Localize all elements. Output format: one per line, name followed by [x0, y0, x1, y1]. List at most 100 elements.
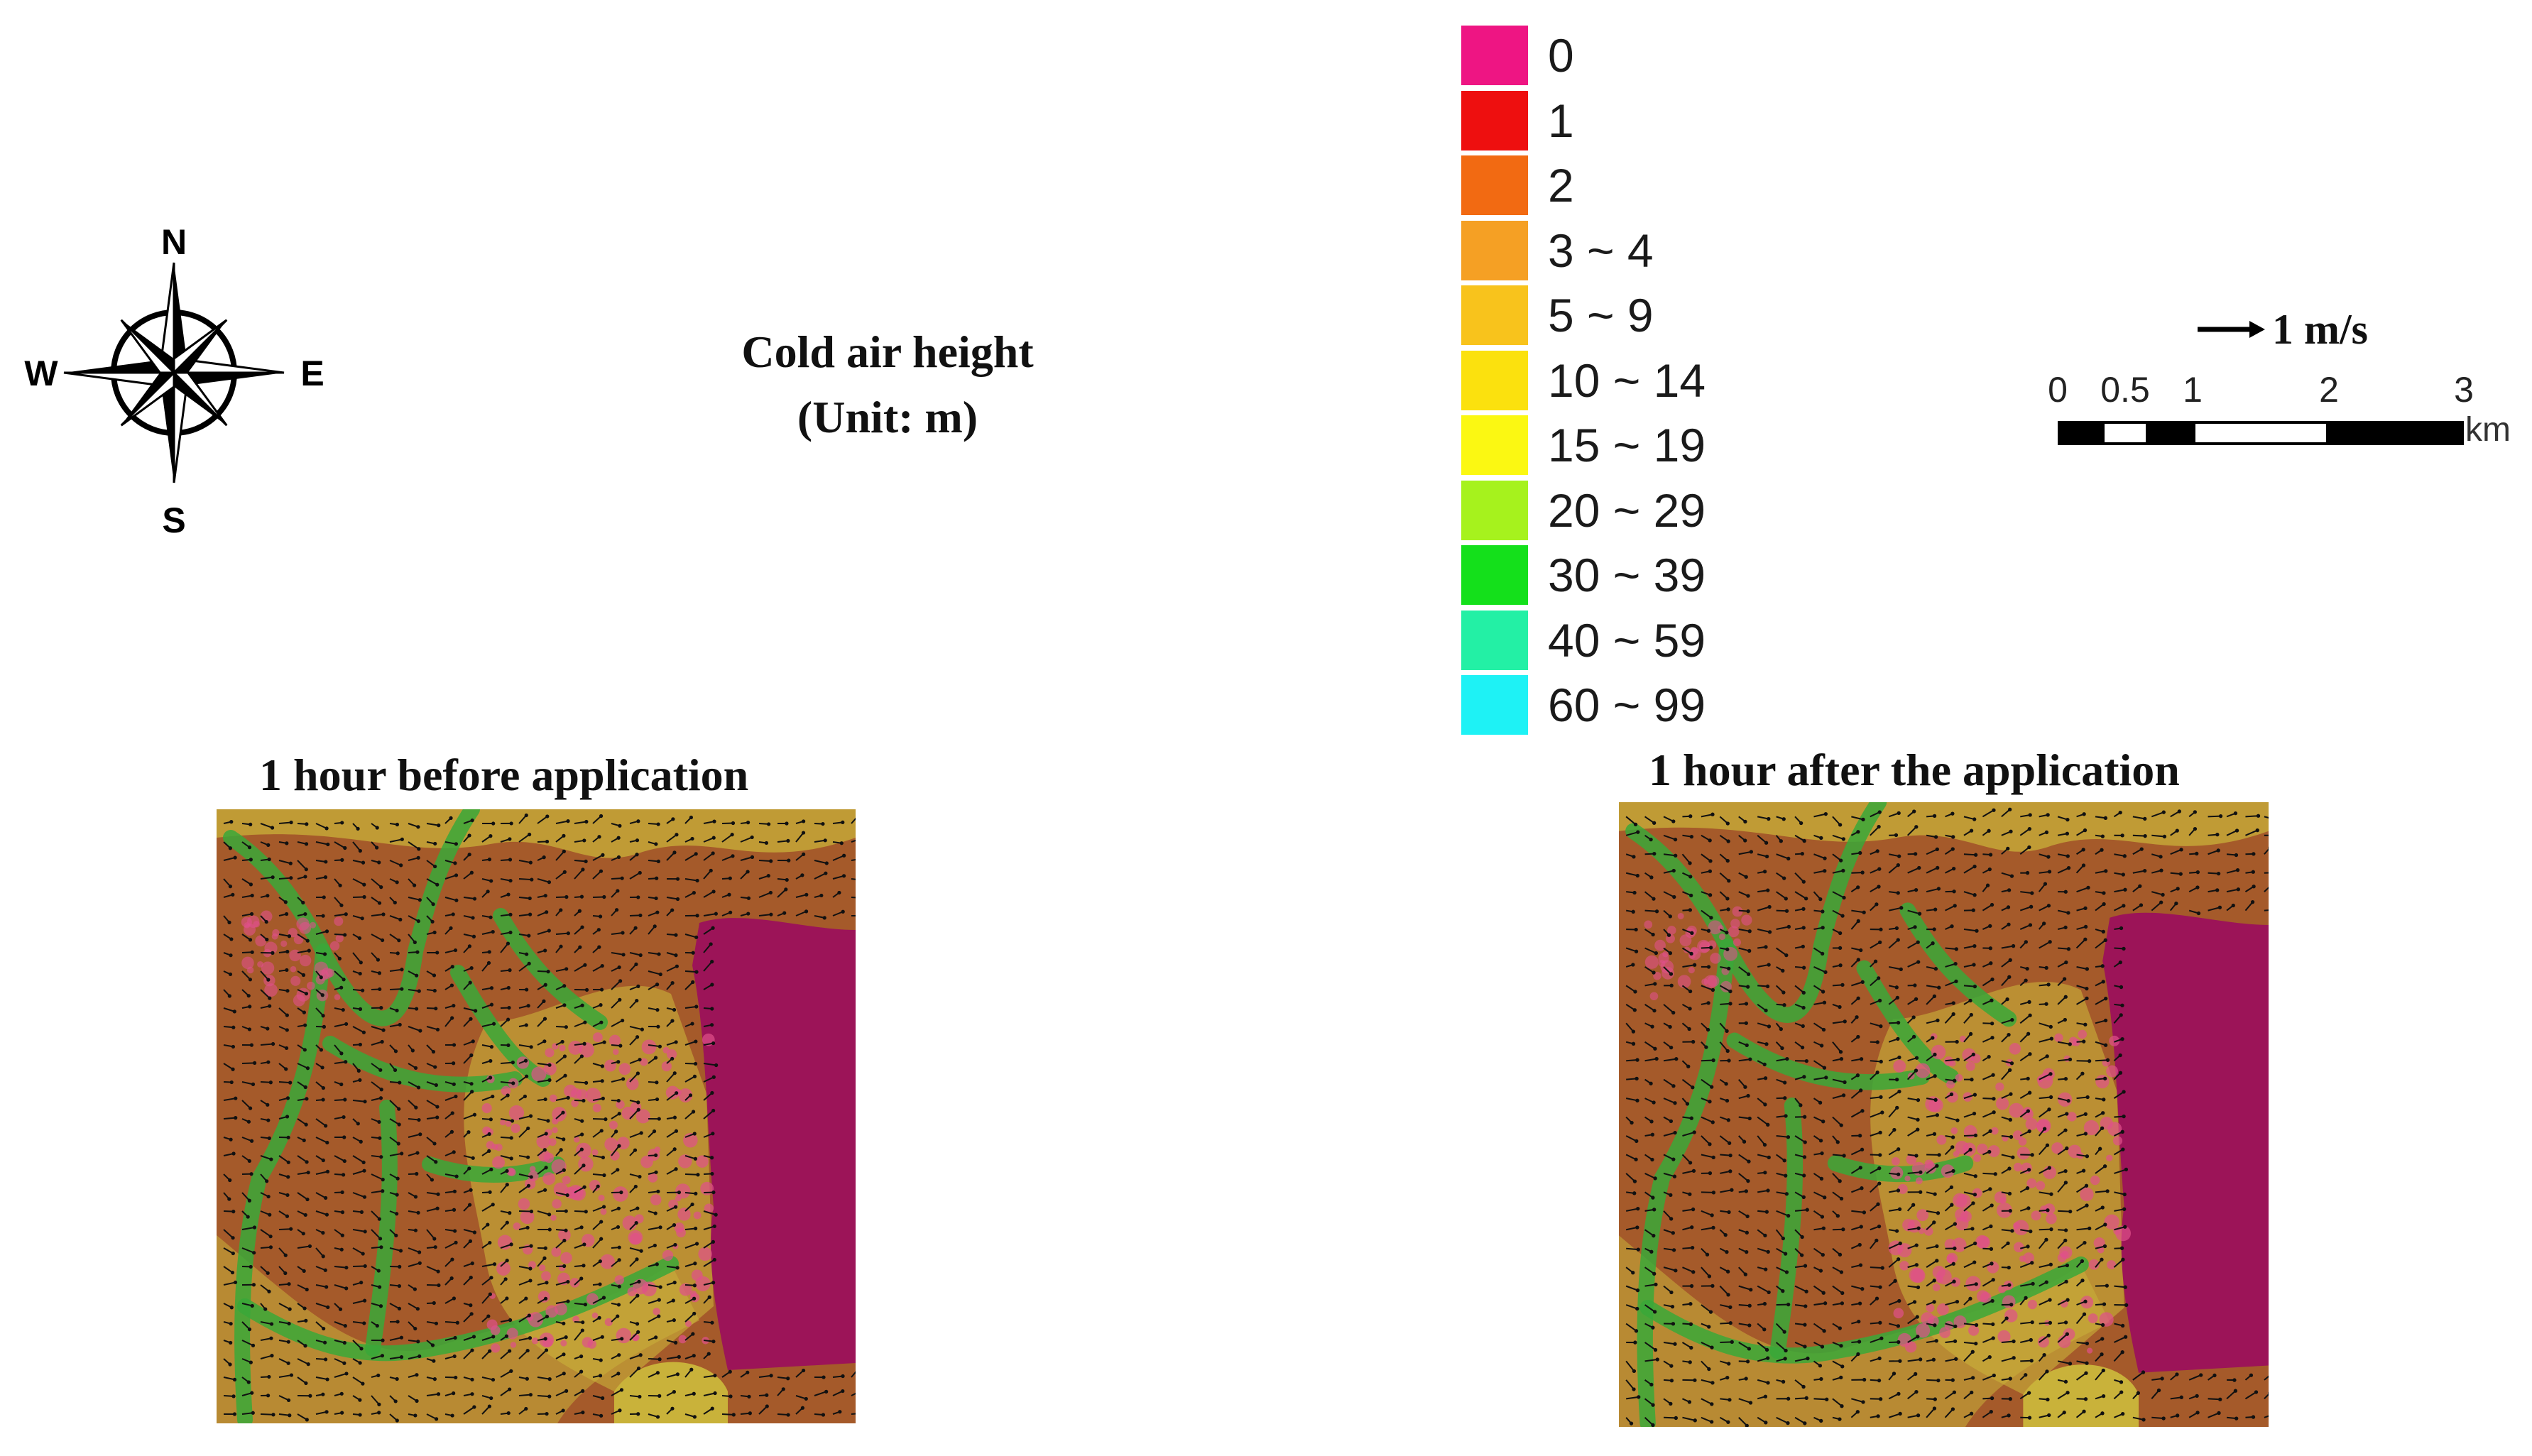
wind-vector [2039, 830, 2049, 836]
wind-vector [1701, 1266, 1712, 1279]
wind-vector [1681, 1342, 1693, 1350]
wind-vector [721, 821, 736, 826]
wind-vector [1663, 1247, 1676, 1252]
hotspot-cell [1997, 1330, 2011, 1343]
wind-vector [1682, 908, 1693, 912]
wind-vector [1644, 1022, 1654, 1029]
wind-vector [1701, 1001, 1710, 1005]
wind-vector [2039, 1072, 2053, 1080]
wind-vector [1682, 1398, 1692, 1404]
wind-vector [2114, 926, 2124, 931]
wind-vector [629, 1257, 639, 1267]
wind-vector [2264, 1391, 2269, 1400]
hotspot-cell [1999, 1197, 2007, 1204]
wind-vector [629, 819, 640, 824]
wind-vector [666, 1390, 676, 1396]
hotspot-cell [1936, 1269, 1952, 1285]
wind-vector [703, 1132, 715, 1138]
wind-vector [315, 1118, 328, 1128]
wind-vector [1813, 1342, 1825, 1349]
wind-vector [2039, 1397, 2050, 1402]
wind-vector [1926, 1339, 1938, 1343]
wind-vector [1776, 966, 1785, 973]
wind-vector [1870, 1414, 1880, 1418]
wind-vector [1926, 1259, 1939, 1269]
wind-vector [297, 934, 310, 943]
wind-vector [481, 878, 493, 883]
wind-vector [1870, 1379, 1882, 1383]
wind-vector [389, 1100, 401, 1111]
wind-vector [1701, 1116, 1715, 1124]
hotspot-cell [1915, 1063, 1931, 1078]
wind-vector [1794, 944, 1805, 949]
hotspot-cell [678, 1088, 693, 1102]
hotspot-cell [2012, 1130, 2023, 1141]
wind-vector [1926, 1323, 1937, 1328]
wind-vector [1832, 963, 1843, 968]
wind-vector [1794, 985, 1806, 995]
wind-vector [1850, 1186, 1864, 1193]
wind-vector [334, 1321, 347, 1328]
wind-vector [463, 1112, 477, 1120]
wind-vector [2057, 1146, 2069, 1156]
wind-vector [592, 1395, 605, 1401]
wind-vector [297, 875, 307, 880]
hotspot-cell [2018, 1137, 2027, 1146]
wind-vector [2170, 809, 2181, 818]
wind-vector [481, 1132, 491, 1138]
wind-vector [315, 1410, 329, 1415]
wind-vector [666, 1167, 678, 1175]
hotspot-cell [271, 933, 278, 940]
wind-vector [1776, 1172, 1788, 1178]
wind-vector [2095, 1018, 2108, 1024]
wind-vector [629, 913, 643, 918]
hotspot-cell [2112, 1136, 2123, 1146]
wind-vector [2020, 1076, 2030, 1080]
wind-vector [684, 1022, 694, 1027]
wind-vector [1757, 1356, 1770, 1362]
hotspot-cell [2013, 1162, 2023, 1172]
hotspot-cell [1946, 1252, 1958, 1264]
wind-vector [278, 876, 293, 880]
wind-vector [666, 908, 675, 916]
wind-vector [426, 988, 437, 993]
wind-vector [278, 1063, 288, 1071]
wind-vector [2226, 867, 2240, 874]
wind-vector [2113, 1257, 2125, 1268]
wind-vector [241, 1264, 253, 1269]
wind-vector [851, 1392, 856, 1396]
hotspot-cell [560, 1252, 572, 1264]
wind-vector [223, 915, 231, 924]
wind-vector [1982, 1022, 1995, 1026]
wind-vector [1813, 1173, 1824, 1181]
wind-vector [1889, 1340, 1901, 1345]
wind-vector [352, 1413, 362, 1417]
wind-vector [648, 1335, 658, 1341]
wind-vector [1794, 1022, 1805, 1029]
wind-vector [518, 1023, 528, 1027]
wind-vector [1757, 1229, 1767, 1238]
wind-vector [1982, 1261, 1994, 1269]
wind-vector [1963, 1282, 1978, 1287]
wind-vector [1944, 847, 1955, 855]
compass-rose-icon: N S E W [24, 222, 324, 540]
wind-vector [1926, 1018, 1940, 1024]
hotspot-cell [549, 1094, 557, 1102]
wind-vector [426, 1340, 435, 1347]
wind-vector [2039, 1298, 2052, 1306]
wind-vector [611, 1018, 625, 1027]
wind-vector [408, 1151, 420, 1156]
wind-vector [537, 1210, 552, 1217]
wind-vector [592, 1063, 604, 1068]
wind-vector [1832, 929, 1843, 936]
hotspot-cell [2017, 1146, 2030, 1160]
valley-channel [322, 1036, 523, 1093]
wind-vector [1982, 1149, 1992, 1156]
wind-vector [518, 1266, 533, 1271]
scale-segment [2102, 421, 2149, 445]
wind-vector [1851, 980, 1865, 987]
wind-vector [1738, 909, 1750, 914]
wind-vector [444, 1335, 457, 1341]
wind-vector [1626, 1340, 1637, 1345]
